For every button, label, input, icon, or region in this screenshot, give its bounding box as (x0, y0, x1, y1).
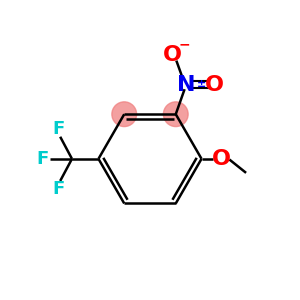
Text: N: N (177, 75, 195, 95)
Text: ±: ± (197, 79, 206, 88)
Circle shape (164, 102, 188, 127)
Circle shape (112, 102, 136, 127)
Text: F: F (36, 150, 49, 168)
Text: O: O (212, 149, 231, 169)
Text: −: − (179, 37, 190, 51)
Text: F: F (52, 119, 65, 137)
Text: O: O (163, 45, 182, 65)
Text: F: F (52, 180, 65, 198)
Text: O: O (205, 75, 224, 95)
